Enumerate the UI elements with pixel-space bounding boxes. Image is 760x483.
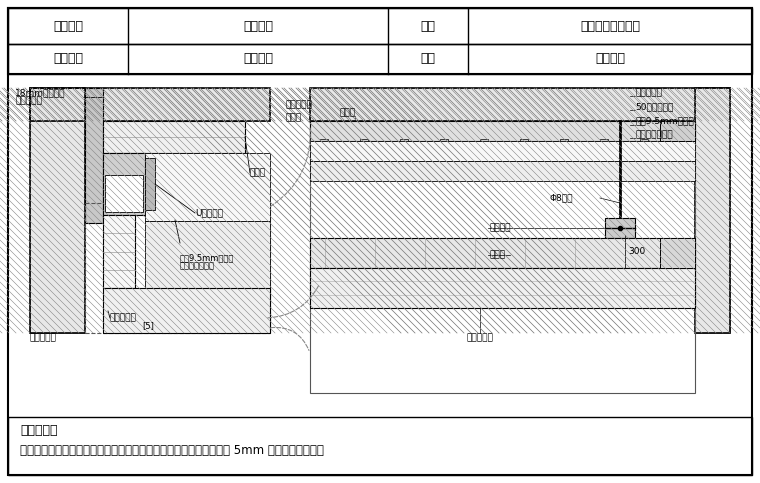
Text: 阴角槽施工示意图: 阴角槽施工示意图 — [580, 19, 640, 32]
Text: 定制石膏线: 定制石膏线 — [15, 97, 42, 105]
Text: 双层9.5mm石膏板: 双层9.5mm石膏板 — [180, 254, 234, 262]
Text: 嵌模型石膏: 嵌模型石膏 — [30, 333, 57, 342]
Text: 名称: 名称 — [420, 19, 435, 32]
Text: Φ8吊筋: Φ8吊筋 — [550, 194, 574, 202]
Bar — [360, 139, 368, 143]
Text: U型边龙骨: U型边龙骨 — [195, 209, 223, 217]
Bar — [310, 121, 695, 141]
Bar — [103, 153, 145, 215]
Text: 天花四周设计为凹槽，石膏板与墙面连接处定制石膏线安装收口，留 5mm 缝内嵌模型石膏。: 天花四周设计为凹槽，石膏板与墙面连接处定制石膏线安装收口，留 5mm 缝内嵌模型… — [20, 444, 324, 457]
Bar — [605, 218, 635, 238]
Bar — [103, 288, 270, 333]
Bar — [310, 141, 695, 161]
Text: 项目名称: 项目名称 — [53, 19, 83, 32]
Text: 50系轻钢龙骨: 50系轻钢龙骨 — [635, 102, 673, 112]
Bar — [480, 139, 488, 143]
FancyArrowPatch shape — [271, 327, 309, 351]
Bar — [8, 417, 752, 475]
Bar — [30, 88, 85, 333]
Bar — [660, 121, 695, 141]
Bar — [8, 8, 752, 74]
Bar — [145, 221, 270, 288]
Bar — [105, 175, 143, 212]
Text: 木龙骨: 木龙骨 — [340, 109, 356, 117]
Text: [5]: [5] — [142, 322, 154, 330]
Bar — [695, 88, 730, 333]
Text: 顶棚工程: 顶棚工程 — [243, 19, 273, 32]
Bar — [145, 153, 270, 221]
Bar — [310, 88, 730, 121]
Bar — [320, 139, 328, 143]
Text: 重点说明：: 重点说明： — [20, 425, 58, 438]
Bar — [30, 88, 85, 333]
Bar — [103, 215, 135, 288]
Bar — [310, 268, 695, 308]
Bar — [640, 139, 648, 143]
Bar — [8, 8, 752, 44]
Text: 嵌模型石膏: 嵌模型石膏 — [110, 313, 137, 323]
Text: 18mm细木工板: 18mm细木工板 — [15, 88, 65, 98]
Bar — [30, 88, 270, 121]
Text: 夹层内白胶满涂: 夹层内白胶满涂 — [635, 130, 673, 140]
Text: 备注: 备注 — [420, 53, 435, 66]
Text: 主龙吊件: 主龙吊件 — [490, 224, 511, 232]
Text: 双层9.5mm石膏板: 双层9.5mm石膏板 — [635, 116, 694, 126]
Bar — [145, 158, 155, 210]
Text: 木龙骨: 木龙骨 — [285, 114, 301, 123]
Bar — [30, 88, 270, 121]
Bar — [560, 139, 568, 143]
Bar — [310, 238, 695, 268]
Text: 夹层内白胶满涂: 夹层内白胶满涂 — [180, 261, 215, 270]
Bar — [85, 88, 103, 223]
Bar — [660, 238, 695, 268]
Bar — [103, 121, 245, 153]
Text: 专用节点: 专用节点 — [595, 53, 625, 66]
Bar — [310, 161, 695, 181]
Bar — [310, 88, 730, 121]
Text: 定制石膏线: 定制石膏线 — [467, 333, 493, 342]
Bar — [400, 139, 408, 143]
Bar — [440, 139, 448, 143]
Text: 木龙骨: 木龙骨 — [250, 169, 266, 177]
FancyArrowPatch shape — [271, 128, 310, 207]
Text: 嵌模型石膏: 嵌模型石膏 — [285, 100, 312, 110]
Bar — [520, 139, 528, 143]
Bar — [310, 121, 695, 393]
Bar — [695, 88, 730, 333]
Text: 建筑结构层: 建筑结构层 — [635, 88, 662, 98]
Bar — [8, 44, 752, 74]
Bar — [600, 139, 608, 143]
Text: 300: 300 — [628, 246, 645, 256]
Text: 适用范围: 适用范围 — [53, 53, 83, 66]
Text: 主龙骨: 主龙骨 — [490, 251, 506, 259]
Text: 室内吊顶: 室内吊顶 — [243, 53, 273, 66]
